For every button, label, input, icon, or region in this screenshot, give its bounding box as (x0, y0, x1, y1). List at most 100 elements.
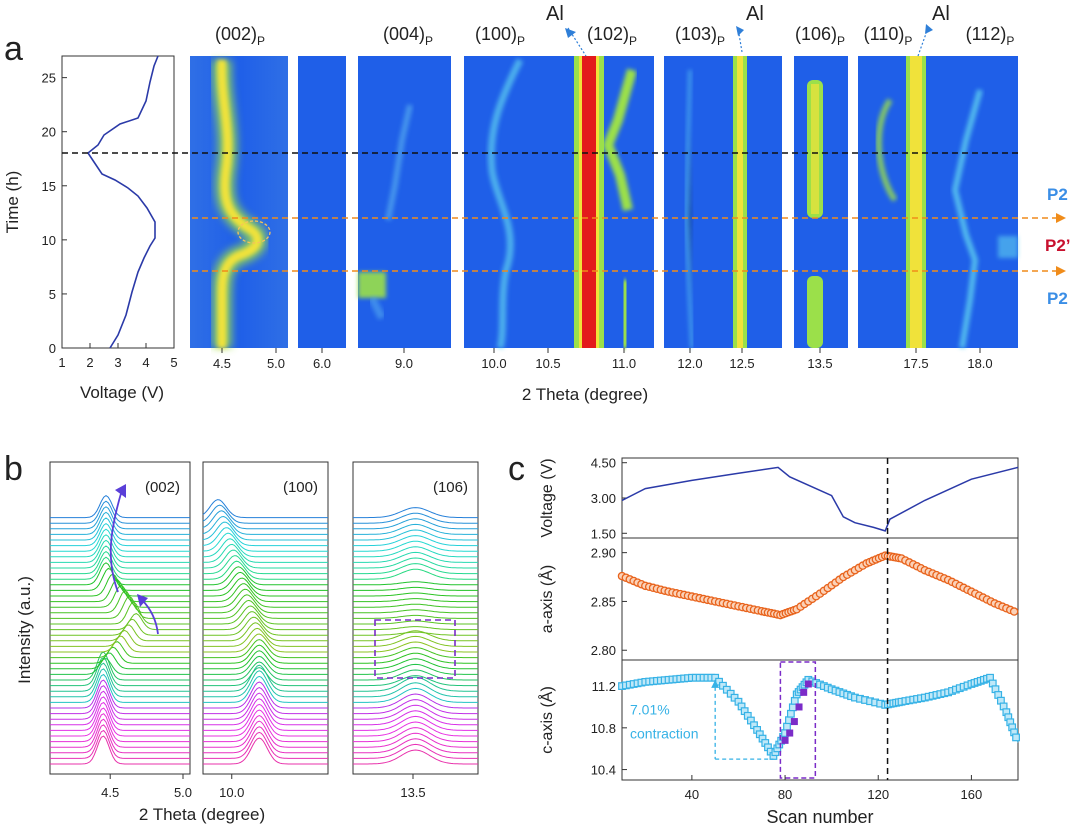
diffraction-pattern-line (353, 727, 478, 743)
diffraction-pattern-line (203, 605, 328, 625)
panel-label-b: b (4, 450, 23, 488)
panel-b-tick-label: 5.0 (174, 785, 192, 800)
diffraction-pattern-line (50, 562, 190, 586)
panel-c-frame (621, 659, 1019, 781)
diffraction-pattern-line (202, 532, 328, 552)
diffraction-pattern-line (353, 507, 478, 519)
diffraction-pattern-line (353, 663, 478, 675)
c-axis-highlight-point (800, 688, 808, 696)
diffraction-pattern-line (353, 749, 478, 765)
diffraction-pattern-line (203, 661, 328, 681)
panel-c-ylabel: Voltage (V) (539, 458, 556, 537)
diffraction-pattern-line (202, 504, 328, 524)
hkl-label: (002)P (215, 24, 265, 48)
diffraction-pattern-line (353, 721, 478, 737)
al-label-1: Al (546, 3, 564, 25)
heatmap-004 (358, 56, 451, 348)
c-axis-highlight-point (786, 729, 794, 737)
diffraction-pattern-line (353, 693, 478, 709)
contraction-percent: 7.01% (630, 701, 670, 717)
diffraction-pattern-line (203, 726, 328, 754)
diffraction-pattern-line (203, 577, 328, 597)
diffraction-pattern-line (202, 510, 328, 530)
diffraction-pattern-line (50, 601, 190, 625)
diffraction-pattern-line (50, 556, 190, 580)
diffraction-pattern-line (353, 609, 478, 614)
phase-label-p2-bottom: P2 (1047, 289, 1068, 308)
panel-c-y-tick-label: 4.50 (591, 456, 616, 471)
diffraction-pattern-line (353, 743, 478, 759)
panel-c-frame (621, 537, 1019, 661)
diffraction-pattern-line (50, 707, 190, 737)
panel-b-hkl-label: (002) (145, 479, 180, 496)
diffraction-pattern-line (203, 675, 328, 703)
scan-number-label: Scan number (766, 807, 873, 827)
voltage-tick-label: 5 (170, 355, 177, 370)
time-tick-label: 25 (42, 71, 56, 86)
diffraction-pattern-line (50, 657, 190, 687)
diffraction-pattern-line (203, 555, 328, 575)
diffraction-pattern-line (353, 518, 478, 530)
diffraction-pattern-line (353, 614, 478, 619)
diffraction-pattern-line (353, 652, 478, 664)
c-axis-highlight-point (804, 680, 812, 688)
diffraction-pattern-line (50, 590, 190, 614)
diffraction-pattern-line (353, 676, 478, 692)
diffraction-pattern-line (353, 647, 478, 659)
panel-b-tick-label: 4.5 (101, 785, 119, 800)
diffraction-pattern-line (50, 506, 190, 530)
diffraction-pattern-line (353, 603, 478, 608)
al-labels: Al Al Al (546, 3, 950, 57)
diffraction-pattern-line (203, 667, 328, 687)
two-theta-tick-label: 12.0 (677, 356, 702, 371)
contraction-text: contraction (630, 725, 698, 741)
diffraction-pattern-line (353, 529, 478, 541)
panel-c-ylabel: c-axis (Å) (537, 686, 556, 754)
diffraction-pattern-line (203, 644, 328, 664)
trend-arrow-up (109, 489, 123, 593)
scan-tick-label: 40 (685, 787, 699, 802)
diffraction-pattern-line (203, 627, 328, 647)
panel-c-y-tick-label: 11.2 (592, 679, 616, 694)
diffraction-pattern-line (50, 696, 190, 726)
diffraction-pattern-line (202, 527, 328, 547)
two-theta-tick-label: 10.5 (535, 356, 560, 371)
diffraction-pattern-line (353, 592, 478, 597)
diffraction-pattern-line (203, 566, 328, 586)
two-theta-tick-label: 5.0 (267, 356, 285, 371)
two-theta-tick-label: 12.5 (729, 356, 754, 371)
c-axis-point (788, 703, 797, 712)
diffraction-pattern-line (50, 545, 190, 569)
al-label-2: Al (746, 3, 764, 25)
diffraction-pattern-line (203, 571, 328, 591)
panel-b-tick-label: 10.0 (219, 785, 244, 800)
panel-b-hkl-label: (106) (433, 479, 468, 496)
panel-label-a: a (4, 30, 23, 68)
diffraction-pattern-line (202, 521, 328, 541)
diffraction-pattern-line (353, 631, 478, 636)
diffraction-pattern-line (353, 568, 478, 580)
diffraction-pattern-line (203, 692, 328, 720)
diffraction-pattern-line (50, 517, 190, 541)
heatmap-6deg (298, 56, 346, 348)
diffraction-pattern-line (203, 588, 328, 608)
al-label-3: Al (932, 3, 950, 25)
time-tick-label: 5 (49, 287, 56, 302)
c-axis-point (786, 709, 795, 718)
diffraction-pattern-line (353, 682, 478, 698)
diffraction-pattern-line (50, 713, 190, 743)
two-theta-tick-label: 9.0 (395, 356, 413, 371)
voltage-tick-label: 1 (58, 355, 65, 370)
diffraction-pattern-line (203, 560, 328, 580)
voltage-time-curve (86, 55, 159, 349)
diffraction-pattern-line (353, 658, 478, 670)
diffraction-pattern-line (353, 710, 478, 726)
diffraction-pattern-line (353, 738, 478, 754)
c-axis-highlight-point (781, 736, 789, 744)
diffraction-pattern-line (50, 651, 190, 681)
diffraction-pattern-line (203, 549, 328, 569)
two-theta-tick-label: 6.0 (313, 356, 331, 371)
diffraction-pattern-line (50, 494, 190, 519)
diffraction-pattern-line (50, 646, 190, 664)
arrow-upper-icon (1056, 213, 1066, 223)
